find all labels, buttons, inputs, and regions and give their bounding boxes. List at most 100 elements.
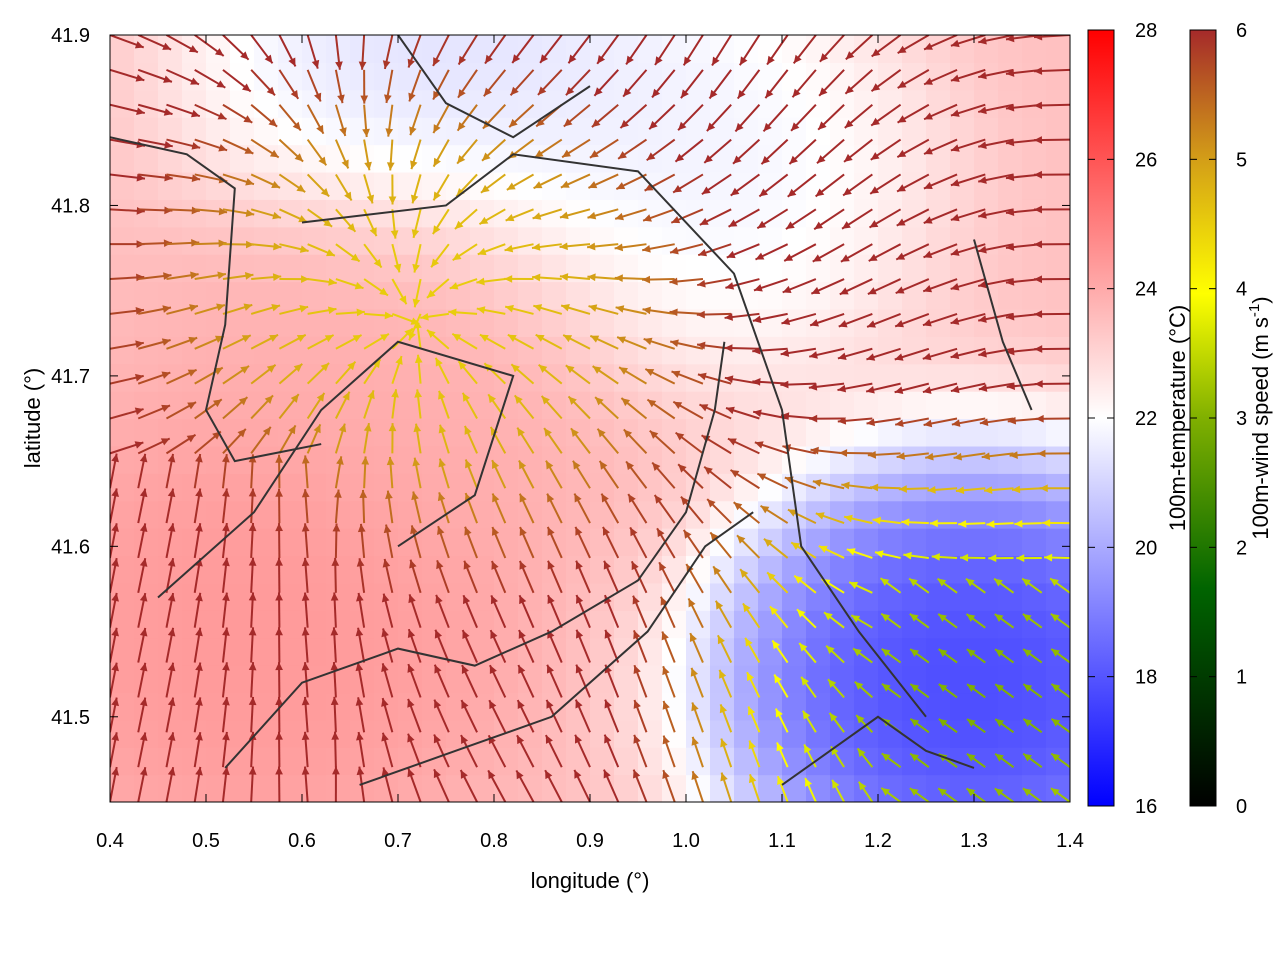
temperature-cell bbox=[998, 583, 1023, 611]
temperature-cell bbox=[182, 419, 207, 447]
temperature-cell bbox=[542, 720, 567, 748]
temperature-cell bbox=[254, 583, 279, 611]
colorbar-tick-label: 18 bbox=[1135, 667, 1157, 689]
temperature-cell bbox=[758, 610, 783, 638]
temperature-cell bbox=[470, 145, 495, 173]
temperature-cell bbox=[686, 90, 711, 118]
temperature-cell bbox=[734, 473, 759, 501]
temperature-cell bbox=[326, 610, 351, 638]
temperature-cell bbox=[1022, 90, 1047, 118]
temperature-cell bbox=[374, 117, 399, 145]
temperature-cell bbox=[134, 145, 159, 173]
x-tick-label: 1.2 bbox=[864, 830, 892, 852]
temperature-cell bbox=[206, 473, 231, 501]
temperature-cell bbox=[902, 446, 927, 474]
temperature-cell bbox=[566, 282, 591, 310]
temperature-cell bbox=[182, 309, 207, 337]
temperature-cell bbox=[806, 145, 831, 173]
temperature-cell bbox=[446, 747, 471, 775]
temperature-cell bbox=[710, 254, 735, 282]
temperature-cell bbox=[830, 282, 855, 310]
temperature-cell bbox=[1022, 35, 1047, 63]
temperature-cell bbox=[542, 391, 567, 419]
temperature-cell bbox=[782, 555, 807, 583]
temperature-cell bbox=[566, 227, 591, 255]
temperature-cell bbox=[494, 282, 519, 310]
temperature-cell bbox=[614, 62, 639, 90]
temperature-cell bbox=[638, 555, 663, 583]
temperature-cell bbox=[590, 555, 615, 583]
temperature-cell bbox=[734, 555, 759, 583]
temperature-cell bbox=[422, 638, 447, 666]
temperature-cell bbox=[566, 62, 591, 90]
x-tick-label: 0.4 bbox=[96, 830, 124, 852]
colorbar-tick-label: 26 bbox=[1135, 149, 1157, 171]
temperature-cell bbox=[494, 473, 519, 501]
temperature-cell bbox=[374, 446, 399, 474]
temperature-cell bbox=[350, 90, 375, 118]
temperature-cell bbox=[782, 692, 807, 720]
temperature-cell bbox=[254, 665, 279, 693]
temperature-cell bbox=[926, 583, 951, 611]
temperature-cell bbox=[206, 775, 231, 803]
temperature-cell bbox=[902, 528, 927, 556]
temperature-cell bbox=[182, 501, 207, 529]
temperature-cell bbox=[134, 227, 159, 255]
temperature-cell bbox=[470, 391, 495, 419]
temperature-cell bbox=[302, 282, 327, 310]
temperature-cell bbox=[710, 528, 735, 556]
temperature-cell bbox=[134, 501, 159, 529]
temperature-cell bbox=[926, 638, 951, 666]
temperature-cell bbox=[590, 610, 615, 638]
colorbar-tick-label: 4 bbox=[1236, 279, 1247, 301]
temperature-cell bbox=[446, 501, 471, 529]
temperature-cell bbox=[1022, 665, 1047, 693]
temperature-cell bbox=[278, 336, 303, 364]
temperature-cell bbox=[950, 555, 975, 583]
temperature-cell bbox=[110, 282, 135, 310]
temperature-cell bbox=[542, 227, 567, 255]
temperature-cell bbox=[470, 555, 495, 583]
temperature-cell bbox=[710, 610, 735, 638]
temperature-cell bbox=[350, 446, 375, 474]
temperature-cell bbox=[206, 90, 231, 118]
temperature-cell bbox=[974, 720, 999, 748]
temperature-cell bbox=[1046, 117, 1071, 145]
colorbar-tick-label: 2 bbox=[1236, 537, 1247, 559]
wind-speed-colorbar-label: 100m-wind speed (m s-1) bbox=[1246, 296, 1273, 539]
temperature-cell bbox=[566, 638, 591, 666]
temperature-cell bbox=[734, 446, 759, 474]
temperature-cell bbox=[758, 501, 783, 529]
temperature-cell bbox=[470, 254, 495, 282]
temperature-cell bbox=[470, 775, 495, 803]
temperature-cell bbox=[110, 90, 135, 118]
temperature-cell bbox=[734, 35, 759, 63]
temperature-cell bbox=[854, 747, 879, 775]
temperature-cell bbox=[254, 692, 279, 720]
temperature-cell bbox=[494, 583, 519, 611]
temperature-cell bbox=[134, 775, 159, 803]
temperature-cell bbox=[974, 638, 999, 666]
temperature-cell bbox=[350, 145, 375, 173]
temperature-cell bbox=[830, 254, 855, 282]
temperature-cell bbox=[1046, 62, 1071, 90]
temperature-cell bbox=[806, 90, 831, 118]
temperature-cell bbox=[878, 391, 903, 419]
x-tick-label: 0.5 bbox=[192, 830, 220, 852]
temperature-cell bbox=[398, 446, 423, 474]
temperature-cell bbox=[278, 227, 303, 255]
temperature-cell bbox=[422, 199, 447, 227]
temperature-cell bbox=[470, 282, 495, 310]
temperature-cell bbox=[278, 555, 303, 583]
temperature-cell bbox=[422, 254, 447, 282]
x-tick-label: 1.3 bbox=[960, 830, 988, 852]
temperature-cell bbox=[878, 747, 903, 775]
temperature-cell bbox=[926, 336, 951, 364]
temperature-cell bbox=[518, 62, 543, 90]
temperature-cell bbox=[230, 336, 255, 364]
temperature-cell bbox=[590, 501, 615, 529]
temperature-cell bbox=[182, 364, 207, 392]
temperature-cell bbox=[1022, 419, 1047, 447]
temperature-colorbar-label: 100m-temperature (°C) bbox=[1165, 305, 1190, 531]
temperature-cell bbox=[998, 227, 1023, 255]
